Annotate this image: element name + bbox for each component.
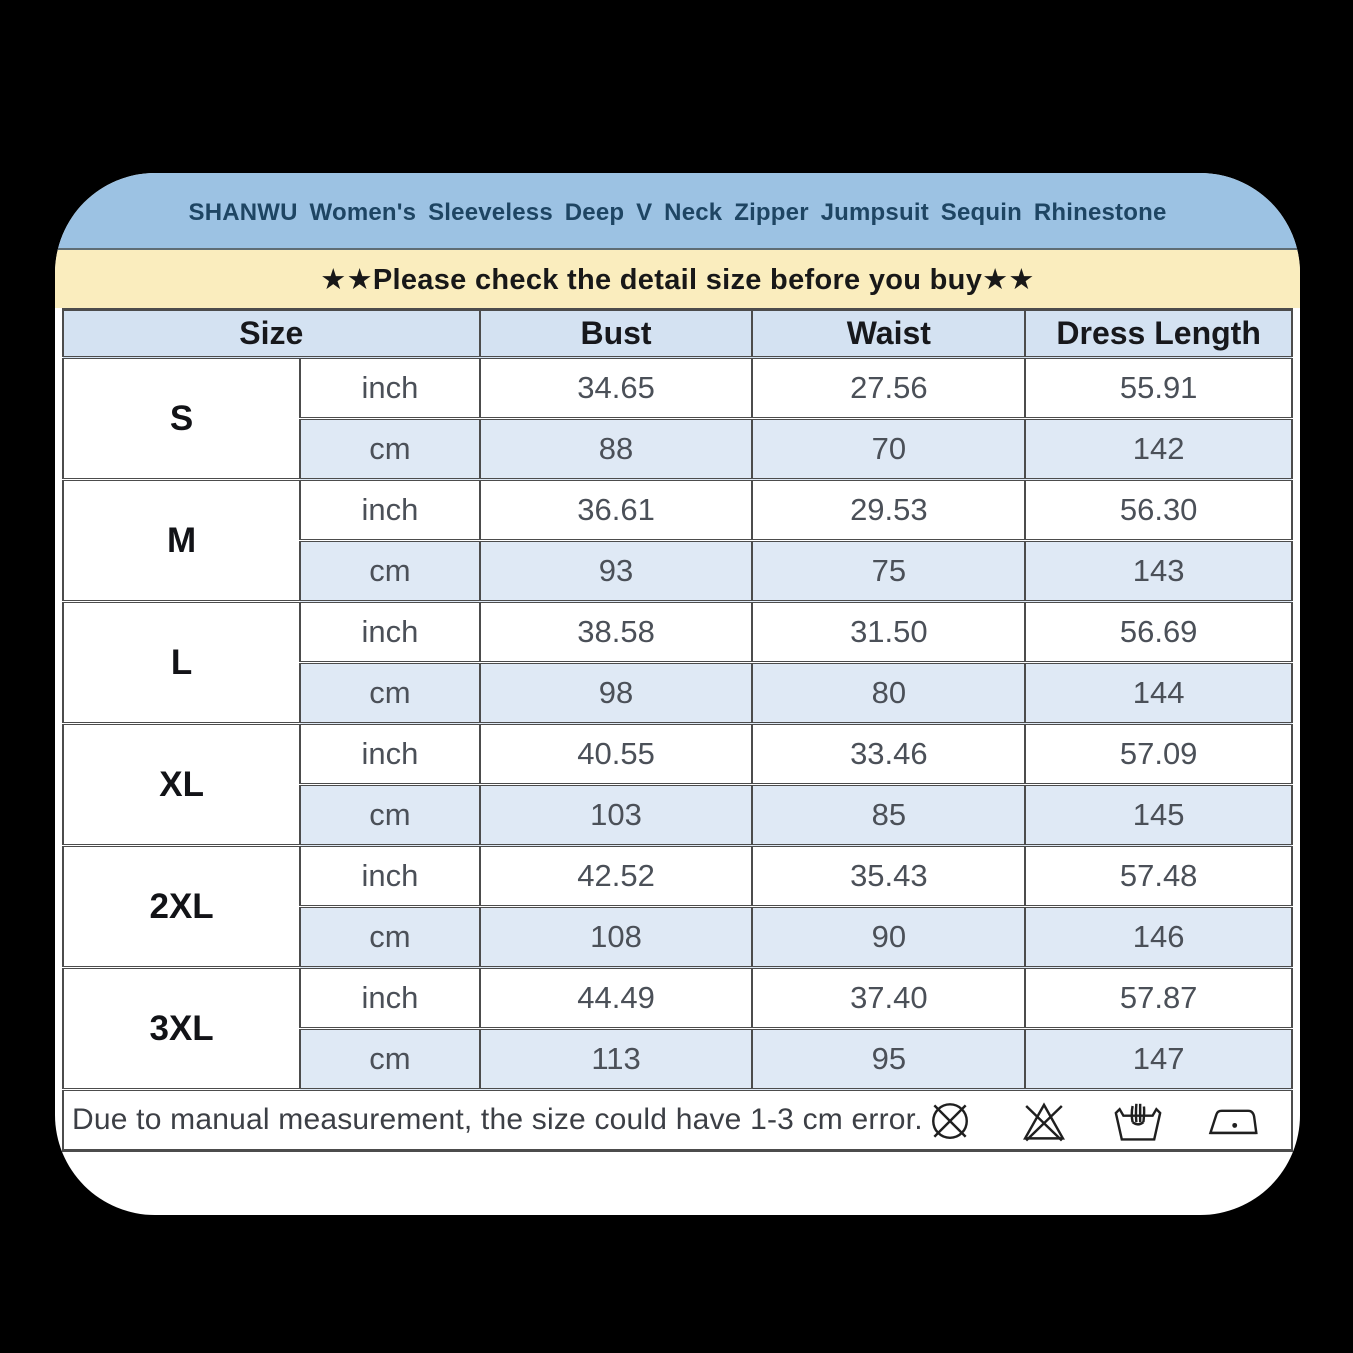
do-not-dry-clean-icon — [931, 1103, 968, 1140]
unit-label: cm — [299, 417, 481, 481]
col-header-waist: Waist — [751, 308, 1027, 359]
bust-value: 103 — [478, 783, 754, 847]
table-header-row: Size Bust Waist Dress Length — [62, 308, 1293, 359]
unit-label: cm — [299, 539, 481, 603]
table-row-l-cm: cm 98 80 144 — [63, 661, 1293, 725]
waist-value: 29.53 — [751, 478, 1027, 542]
waist-value: 33.46 — [751, 722, 1027, 786]
waist-value: 85 — [751, 783, 1027, 847]
size-label-l: L — [61, 600, 302, 725]
bust-value: 108 — [478, 905, 754, 969]
unit-label: inch — [299, 966, 481, 1030]
dress-length-value: 57.87 — [1024, 966, 1293, 1030]
size-table: Size Bust Waist Dress Length S inch 34.6… — [61, 308, 1293, 1152]
dress-length-value: 147 — [1024, 1027, 1293, 1091]
dress-length-value: 56.69 — [1024, 600, 1293, 664]
unit-label: inch — [299, 844, 481, 908]
bust-value: 44.49 — [478, 966, 754, 1030]
bust-value: 113 — [478, 1027, 754, 1091]
dress-length-value: 142 — [1024, 417, 1293, 481]
table-row-l-inch: L inch 38.58 31.50 56.69 — [61, 600, 1293, 725]
waist-value: 70 — [751, 417, 1027, 481]
table-row-3xl-cm: cm 113 95 147 — [63, 1027, 1293, 1091]
table-row-2xl-cm: cm 108 90 146 — [63, 905, 1293, 969]
notice-banner-text: ★★Please check the detail size before yo… — [320, 263, 1035, 296]
table-row-2xl-inch: 2XL inch 42.52 35.43 57.48 — [61, 844, 1293, 969]
waist-value: 27.56 — [751, 356, 1027, 420]
unit-label: inch — [299, 722, 481, 786]
waist-value: 35.43 — [751, 844, 1027, 908]
bust-value: 93 — [478, 539, 754, 603]
size-label-xl: XL — [61, 722, 302, 847]
table-row-s-inch: S inch 34.65 27.56 55.91 — [61, 356, 1293, 481]
bust-value: 38.58 — [478, 600, 754, 664]
care-icons — [923, 1093, 1300, 1147]
dress-length-value: 55.91 — [1024, 356, 1293, 420]
waist-value: 31.50 — [751, 600, 1027, 664]
table-row-xl-inch: XL inch 40.55 33.46 57.09 — [61, 722, 1293, 847]
bust-value: 34.65 — [478, 356, 754, 420]
hand-wash-icon — [1114, 1103, 1162, 1141]
size-label-m: M — [61, 478, 302, 603]
unit-label: cm — [299, 661, 481, 725]
iron-one-dot-icon — [1208, 1109, 1258, 1135]
waist-value: 75 — [751, 539, 1027, 603]
col-header-size: Size — [62, 308, 481, 359]
bust-value: 40.55 — [478, 722, 754, 786]
size-label-3xl: 3XL — [61, 966, 302, 1091]
unit-label: inch — [299, 356, 481, 420]
unit-label: inch — [299, 478, 481, 542]
table-row-xl-cm: cm 103 85 145 — [63, 783, 1293, 847]
waist-value: 37.40 — [751, 966, 1027, 1030]
waist-value: 80 — [751, 661, 1027, 725]
waist-value: 90 — [751, 905, 1027, 969]
bust-value: 36.61 — [478, 478, 754, 542]
dress-length-value: 146 — [1024, 905, 1293, 969]
dress-length-value: 144 — [1024, 661, 1293, 725]
product-title: SHANWU Women's Sleeveless Deep V Neck Zi… — [188, 198, 1167, 226]
bust-value: 88 — [478, 417, 754, 481]
waist-value: 95 — [751, 1027, 1027, 1091]
dress-length-value: 145 — [1024, 783, 1293, 847]
bust-value: 42.52 — [478, 844, 754, 908]
measurement-note: Due to manual measurement, the size coul… — [72, 1103, 923, 1136]
unit-label: cm — [299, 905, 481, 969]
unit-label: inch — [299, 600, 481, 664]
dress-length-value: 57.48 — [1024, 844, 1293, 908]
dress-length-value: 143 — [1024, 539, 1293, 603]
note-row: Due to manual measurement, the size coul… — [62, 1088, 1293, 1152]
notice-banner: ★★Please check the detail size before yo… — [55, 250, 1300, 308]
table-row-s-cm: cm 88 70 142 — [63, 417, 1293, 481]
unit-label: cm — [299, 1027, 481, 1091]
size-label-s: S — [61, 356, 302, 481]
table-row-3xl-inch: 3XL inch 44.49 37.40 57.87 — [61, 966, 1293, 1091]
table-row-m-inch: M inch 36.61 29.53 56.30 — [61, 478, 1293, 603]
dress-length-value: 57.09 — [1024, 722, 1293, 786]
dress-length-value: 56.30 — [1024, 478, 1293, 542]
title-band: SHANWU Women's Sleeveless Deep V Neck Zi… — [55, 173, 1300, 250]
col-header-bust: Bust — [478, 308, 754, 359]
size-chart-card: SHANWU Women's Sleeveless Deep V Neck Zi… — [55, 173, 1300, 1215]
col-header-dress-length: Dress Length — [1024, 308, 1293, 359]
size-label-2xl: 2XL — [61, 844, 302, 969]
drip-dry-icon — [1299, 1093, 1300, 1147]
unit-label: cm — [299, 783, 481, 847]
bust-value: 98 — [478, 661, 754, 725]
table-row-m-cm: cm 93 75 143 — [63, 539, 1293, 603]
do-not-bleach-icon — [1022, 1102, 1065, 1142]
